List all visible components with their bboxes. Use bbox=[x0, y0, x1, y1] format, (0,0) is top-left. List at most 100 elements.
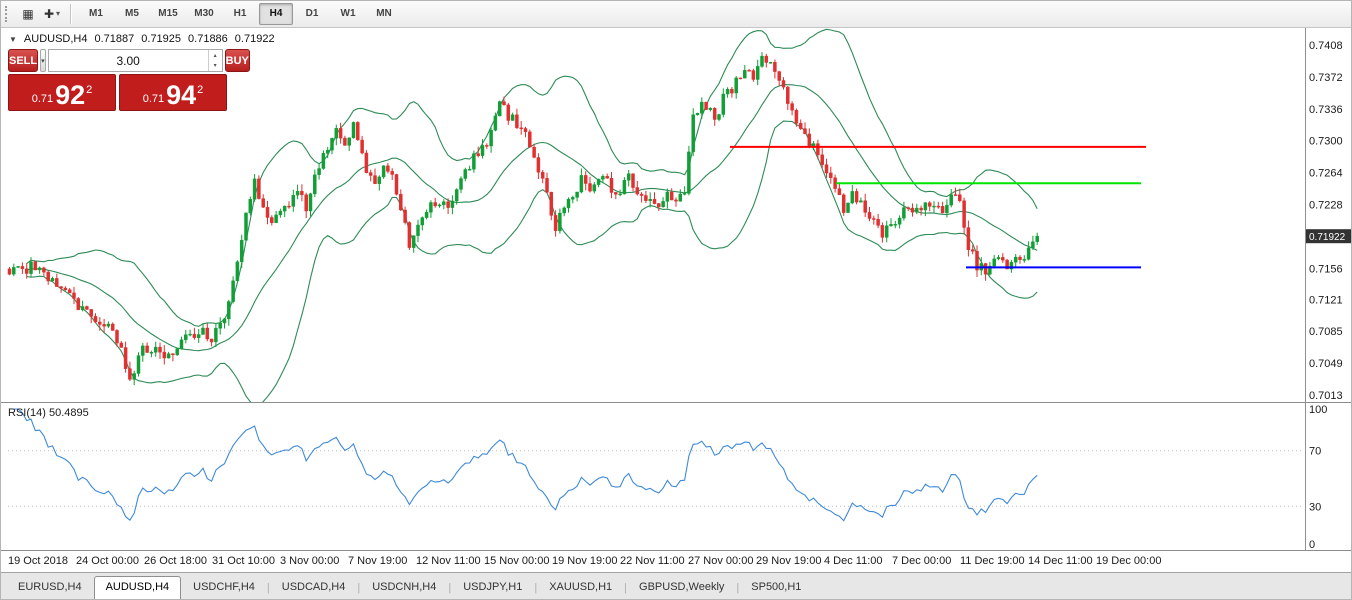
time-axis-label: 4 Dec 11:00 bbox=[824, 555, 883, 567]
tab-usdjpy-h1[interactable]: USDJPY,H1 bbox=[463, 581, 523, 593]
current-price-badge bbox=[1306, 229, 1351, 244]
volume-input[interactable] bbox=[48, 50, 208, 71]
price-axis-label: 0.7300 bbox=[1309, 136, 1343, 148]
time-axis-label: 15 Nov 00:00 bbox=[484, 555, 550, 567]
chart-ohlc-header: ▼ AUDUSD,H4 0.71887 0.71925 0.71886 0.71… bbox=[9, 33, 275, 45]
chart-tabs-bar: EURUSD,H4 AUDUSD,H4 USDCHF,H4 | USDCAD,H4 | US… bbox=[0, 572, 1352, 600]
price-axis-label: 0.7408 bbox=[1309, 40, 1343, 52]
price-axis-label: 0.7372 bbox=[1309, 72, 1343, 84]
timeframe-button-d1[interactable]: D1 bbox=[305, 8, 319, 19]
buy-price-display[interactable]: 0.71 94 2 bbox=[119, 74, 227, 111]
time-axis-label: 12 Nov 11:00 bbox=[416, 555, 481, 567]
time-axis-label: 14 Dec 11:00 bbox=[1028, 555, 1093, 567]
spin-down-icon[interactable]: ▾ bbox=[213, 63, 217, 70]
ohlc-open: 0.71887 bbox=[94, 33, 135, 45]
time-axis-label: 26 Oct 18:00 bbox=[144, 555, 207, 567]
tab-separator: | bbox=[448, 582, 452, 594]
sell-button[interactable]: SELL bbox=[8, 49, 39, 72]
rsi-axis-label: 70 bbox=[1309, 446, 1321, 458]
time-axis-label: 11 Dec 19:00 bbox=[960, 555, 1025, 567]
crosshair-icon: ✚ bbox=[43, 6, 55, 21]
price-axis-label: 0.7085 bbox=[1309, 326, 1343, 338]
time-axis-label: 19 Oct 2018 bbox=[8, 555, 68, 567]
chart-symbol-label: AUDUSD,H4 bbox=[23, 33, 88, 45]
toolbar-separator bbox=[70, 3, 72, 24]
chart-window-button[interactable]: ▦ bbox=[17, 3, 39, 25]
timeframe-button-h4[interactable]: H4 bbox=[259, 2, 293, 25]
order-type-dropdown-button[interactable]: ▾ bbox=[40, 49, 46, 72]
rsi-axis-label: 100 bbox=[1309, 404, 1327, 416]
one-click-collapse-icon[interactable]: ▼ bbox=[9, 34, 17, 44]
rsi-canvas[interactable]: 100 70 30 0 bbox=[0, 403, 1352, 551]
tab-xauusd-h1[interactable]: XAUUSD,H1 bbox=[549, 581, 613, 593]
buy-price-sup: 2 bbox=[197, 84, 204, 96]
timeframe-toolbar: M1 M5 M15 M30 H1 H4 D1 W1 MN bbox=[78, 2, 402, 25]
crosshair-tool-button[interactable]: ✚ ▾ bbox=[41, 3, 63, 25]
chart-window-icon: ▦ bbox=[22, 6, 34, 21]
buy-button[interactable]: BUY bbox=[224, 49, 250, 72]
timeframe-button-w1[interactable]: W1 bbox=[340, 8, 356, 19]
bollinger-lower-line[interactable] bbox=[26, 120, 1038, 402]
time-axis-label: 29 Nov 19:00 bbox=[756, 555, 822, 567]
price-axis-label: 0.7264 bbox=[1309, 168, 1343, 180]
bear-candle-bodies bbox=[7, 55, 1022, 380]
time-axis[interactable]: 19 Oct 2018 24 Oct 00:00 26 Oct 18:00 31 Oc… bbox=[0, 550, 1352, 572]
timeframe-button-mn[interactable]: MN bbox=[376, 8, 392, 19]
volume-box: ▴ ▾ bbox=[47, 49, 223, 72]
tab-separator: | bbox=[736, 582, 740, 594]
tab-usdcad-h4[interactable]: USDCAD,H4 bbox=[281, 581, 346, 593]
price-axis-label: 0.7228 bbox=[1309, 200, 1343, 212]
dropdown-arrow-icon: ▾ bbox=[56, 9, 61, 18]
timeframe-button-m30[interactable]: M30 bbox=[194, 8, 214, 19]
tab-audusd-h4[interactable]: AUDUSD,H4 bbox=[93, 576, 182, 600]
sell-price-big: 92 bbox=[55, 80, 86, 110]
price-axis-label: 0.7049 bbox=[1309, 358, 1343, 370]
time-axis-label: 27 Nov 00:00 bbox=[688, 555, 754, 567]
tab-separator: | bbox=[624, 582, 628, 594]
price-axis-label: 0.7336 bbox=[1309, 104, 1343, 116]
tab-eurusd-h4[interactable]: EURUSD,H4 bbox=[18, 581, 82, 593]
time-axis-label: 31 Oct 10:00 bbox=[212, 555, 275, 567]
timeframe-button-m15[interactable]: M15 bbox=[158, 8, 178, 19]
tab-separator: | bbox=[534, 582, 538, 594]
bollinger-upper-line[interactable] bbox=[26, 28, 1038, 327]
tab-gbpusd-weekly[interactable]: GBPUSD,Weekly bbox=[639, 581, 725, 593]
time-axis-label: 7 Dec 00:00 bbox=[892, 555, 952, 567]
bollinger-middle-line[interactable] bbox=[26, 84, 1038, 352]
time-axis-label: 24 Oct 00:00 bbox=[76, 555, 139, 567]
buy-price-prefix: 0.71 bbox=[142, 93, 165, 105]
ohlc-close: 0.71922 bbox=[234, 33, 275, 45]
rsi-pane[interactable]: 100 70 30 0 bbox=[0, 402, 1352, 551]
rsi-axis-label: 0 bbox=[1309, 539, 1315, 550]
one-click-trading-panel: SELL ▾ ▴ ▾ BUY 0.71 92 2 0.71 94 2 bbox=[8, 49, 250, 111]
tab-separator: | bbox=[266, 582, 270, 594]
main-chart-canvas[interactable]: 0.7408 0.7372 0.7336 0.7300 0.7264 0.7228 0.71… bbox=[0, 28, 1352, 402]
tab-usdcnh-h4[interactable]: USDCNH,H4 bbox=[372, 581, 437, 593]
timeframe-button-m1[interactable]: M1 bbox=[89, 8, 103, 19]
tab-usdchf-h4[interactable]: USDCHF,H4 bbox=[193, 581, 255, 593]
time-axis-label: 19 Nov 19:00 bbox=[552, 555, 618, 567]
toolbar-grip[interactable] bbox=[5, 5, 11, 22]
price-axis-label: 0.7156 bbox=[1309, 263, 1343, 275]
time-axis-label: 7 Nov 19:00 bbox=[348, 555, 408, 567]
dropdown-arrow-icon: ▾ bbox=[41, 57, 45, 65]
tab-separator: | bbox=[357, 582, 361, 594]
spin-up-icon[interactable]: ▴ bbox=[213, 52, 217, 59]
time-axis-label: 3 Nov 00:00 bbox=[280, 555, 340, 567]
sell-price-display[interactable]: 0.71 92 2 bbox=[8, 74, 116, 111]
rsi-indicator-label: RSI(14) 50.4895 bbox=[8, 407, 89, 419]
current-price-badge-text: 0.71922 bbox=[1309, 232, 1346, 243]
rsi-axis-label: 30 bbox=[1309, 501, 1321, 513]
time-axis-label: 22 Nov 11:00 bbox=[620, 555, 685, 567]
price-axis-label: 0.7121 bbox=[1309, 294, 1343, 306]
sell-price-sup: 2 bbox=[86, 84, 93, 96]
bull-candle-bodies bbox=[12, 55, 1039, 380]
sell-price-prefix: 0.71 bbox=[31, 93, 54, 105]
ohlc-low: 0.71886 bbox=[188, 33, 228, 45]
volume-stepper[interactable]: ▴ ▾ bbox=[207, 50, 222, 71]
ohlc-high: 0.71925 bbox=[141, 33, 182, 45]
tab-sp500-h1[interactable]: SP500,H1 bbox=[751, 581, 802, 593]
time-axis-label: 19 Dec 00:00 bbox=[1096, 555, 1162, 567]
timeframe-button-m5[interactable]: M5 bbox=[125, 8, 139, 19]
timeframe-button-h1[interactable]: H1 bbox=[233, 8, 247, 19]
